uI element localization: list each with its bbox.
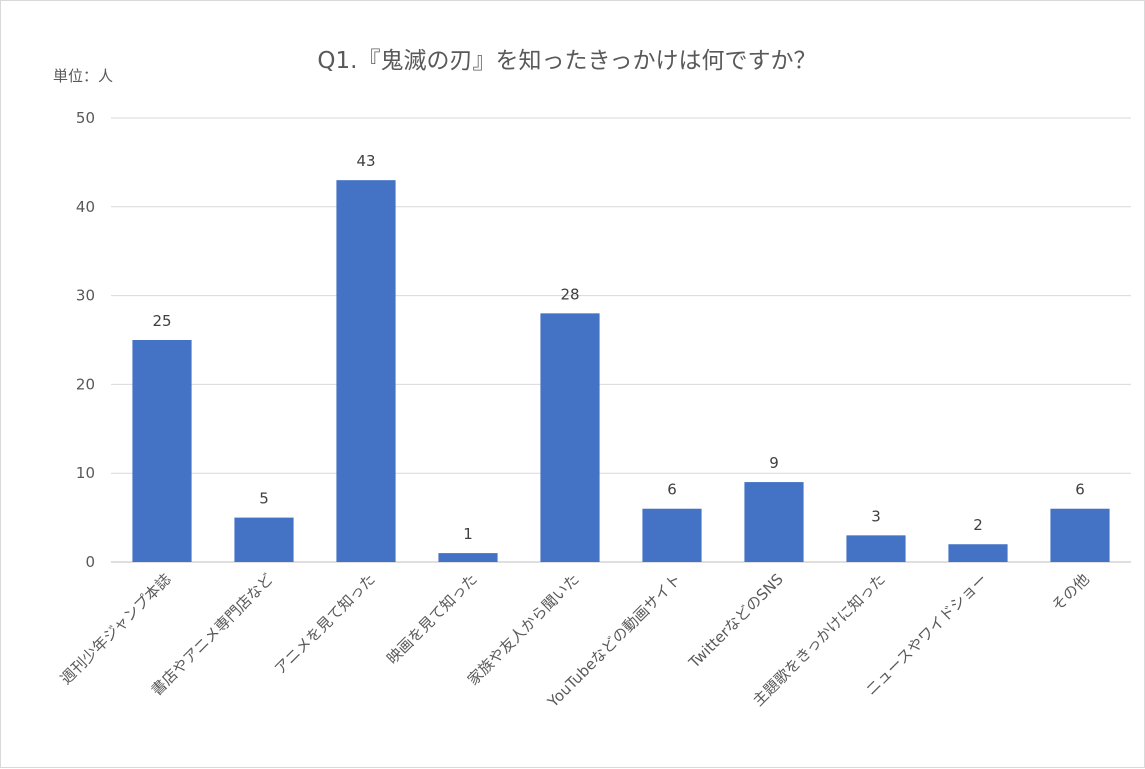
bar bbox=[1050, 508, 1110, 562]
unit-label: 単位：人 bbox=[53, 67, 113, 85]
data-label: 6 bbox=[1075, 481, 1085, 499]
category-label: その他 bbox=[1048, 570, 1093, 615]
data-labels: 25 5 43 1 28 6 9 3 2 6 bbox=[152, 152, 1084, 543]
data-label: 25 bbox=[152, 312, 171, 330]
data-label: 6 bbox=[667, 481, 677, 499]
y-tick-label: 30 bbox=[76, 287, 95, 305]
bar bbox=[234, 517, 294, 562]
bar bbox=[540, 313, 600, 562]
category-label: アニメを見て知った bbox=[271, 570, 379, 678]
category-label: TwitterなどのSNS bbox=[685, 570, 787, 672]
y-tick-label: 20 bbox=[76, 375, 95, 393]
data-label: 3 bbox=[871, 507, 881, 525]
y-tick-label: 40 bbox=[76, 198, 95, 216]
data-label: 9 bbox=[769, 454, 779, 472]
bar bbox=[438, 553, 498, 562]
bar bbox=[744, 482, 804, 562]
data-label: 1 bbox=[463, 525, 473, 543]
y-tick-label: 10 bbox=[76, 464, 95, 482]
bar bbox=[642, 508, 702, 562]
bar bbox=[846, 535, 906, 562]
bar bbox=[948, 544, 1008, 562]
data-label: 2 bbox=[973, 516, 983, 534]
category-label: 家族や友人から聞いた bbox=[464, 570, 583, 689]
y-axis-ticks: 0 10 20 30 40 50 bbox=[76, 109, 95, 571]
category-label: 週刊少年ジャンプ本誌 bbox=[57, 570, 175, 688]
y-tick-label: 0 bbox=[85, 553, 95, 571]
data-label: 28 bbox=[560, 285, 579, 303]
data-label: 43 bbox=[356, 152, 375, 170]
bar bbox=[132, 340, 192, 562]
chart-title: Q1.『鬼滅の刃』を知ったきっかけは何ですか？ bbox=[317, 48, 816, 74]
bar bbox=[336, 180, 396, 562]
category-label: 映画を見て知った bbox=[383, 570, 481, 668]
bars bbox=[132, 180, 1110, 562]
y-tick-label: 50 bbox=[76, 109, 95, 127]
data-label: 5 bbox=[259, 490, 269, 508]
